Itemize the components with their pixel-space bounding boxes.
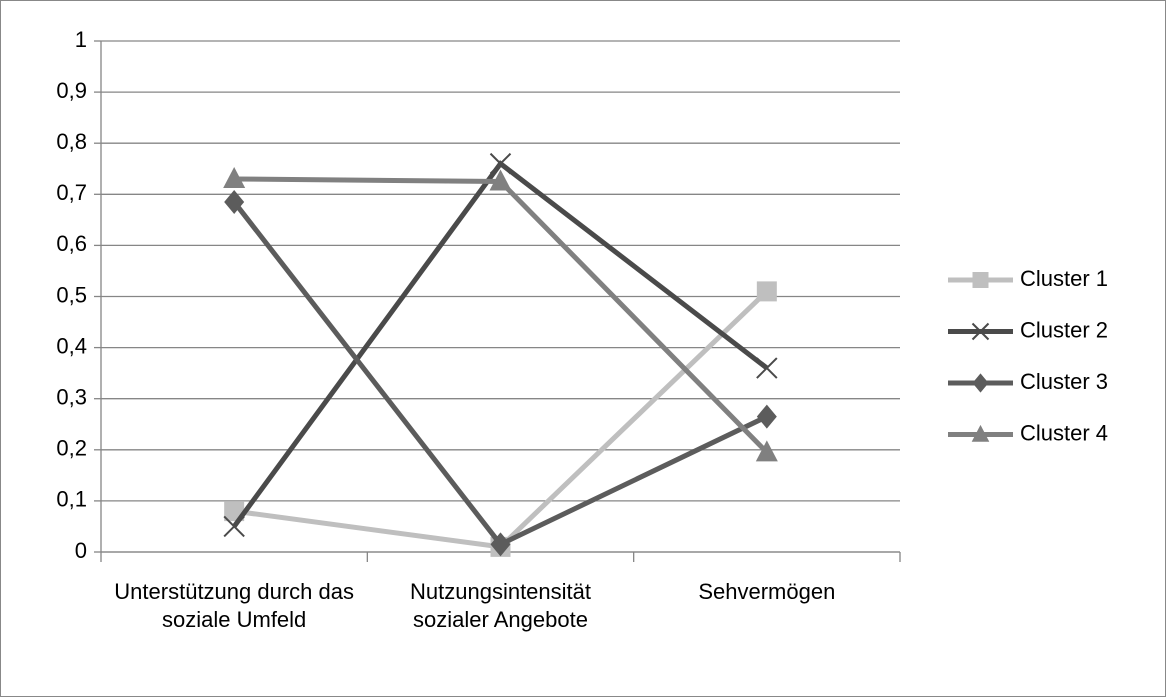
marker [972,373,989,393]
y-tick-label: 0,4 [56,333,87,358]
legend-label: Cluster 1 [1020,266,1108,291]
marker [490,532,511,557]
legend-label: Cluster 2 [1020,317,1108,342]
marker [224,189,245,214]
x-tick-label: Nutzungsintensität sozialer Angebote [410,579,591,632]
marker [755,440,778,462]
marker [223,166,246,188]
y-tick-label: 0,3 [56,385,87,410]
x-tick-label: Unterstützung durch das soziale Umfeld [114,579,354,632]
y-tick-label: 0 [75,538,87,563]
series-line [234,176,769,455]
y-tick-label: 1 [75,27,87,52]
y-tick-label: 0,1 [56,487,87,512]
y-tick-label: 0,5 [56,282,87,307]
series-line [232,160,769,528]
y-tick-label: 0,6 [56,231,87,256]
marker [223,515,245,538]
legend-label: Cluster 3 [1020,369,1108,394]
marker [489,169,512,191]
marker [972,272,989,288]
marker [756,281,777,302]
y-tick-label: 0,9 [56,78,87,103]
marker [756,404,777,429]
x-tick-label: Sehvermögen [698,579,836,604]
marker [489,152,512,175]
y-tick-label: 0,7 [56,180,87,205]
y-tick-label: 0,2 [56,436,87,461]
legend-label: Cluster 4 [1020,420,1108,445]
marker [756,357,778,379]
y-tick-label: 0,8 [56,129,87,154]
marker [971,424,990,442]
marker [971,322,990,341]
